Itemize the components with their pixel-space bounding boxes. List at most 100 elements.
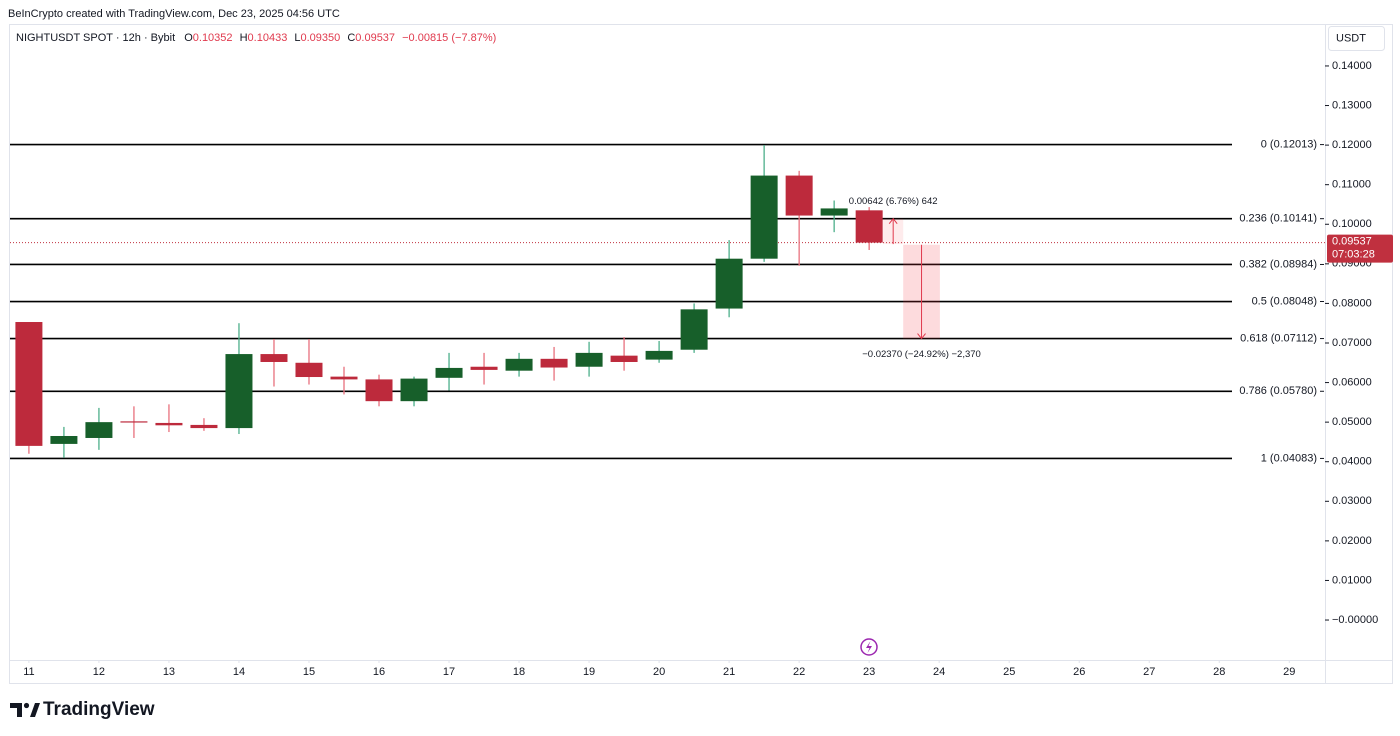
candle bbox=[225, 323, 253, 435]
y-tick-label: 0.12000 bbox=[1332, 139, 1372, 151]
candle-body bbox=[575, 352, 603, 367]
open-value: 0.10352 bbox=[193, 32, 233, 44]
candle bbox=[260, 339, 288, 387]
candle-body bbox=[610, 355, 638, 362]
candle bbox=[85, 407, 113, 450]
candle bbox=[120, 406, 148, 438]
x-tick-label: 25 bbox=[1003, 666, 1015, 678]
low-value: 0.09350 bbox=[301, 32, 341, 44]
measure-label: −0.02370 (−24.92%) −2,370 bbox=[862, 349, 981, 360]
x-tick-label: 22 bbox=[793, 666, 805, 678]
y-tick-label: 0.08000 bbox=[1332, 297, 1372, 309]
candle bbox=[505, 352, 533, 377]
x-tick-label: 13 bbox=[163, 666, 175, 678]
countdown: 07:03:28 bbox=[1332, 248, 1375, 260]
currency[interactable]: USDT bbox=[1336, 32, 1366, 44]
measure-arrowhead bbox=[888, 217, 898, 224]
candle bbox=[540, 346, 568, 381]
candle bbox=[680, 303, 708, 353]
open-label: O bbox=[184, 32, 193, 44]
candle-body bbox=[820, 208, 848, 216]
candle-body bbox=[750, 175, 778, 259]
candle bbox=[610, 337, 638, 371]
x-tick-label: 17 bbox=[443, 666, 455, 678]
candle-body bbox=[365, 379, 393, 402]
candle-body bbox=[190, 424, 218, 429]
currency-box[interactable] bbox=[1328, 26, 1385, 51]
candle bbox=[820, 200, 848, 233]
candle bbox=[15, 322, 43, 454]
brand-logo bbox=[10, 702, 40, 717]
brand-name: TradingView bbox=[43, 699, 155, 720]
y-tick-label: 0.13000 bbox=[1332, 99, 1372, 111]
candle-body bbox=[470, 366, 498, 370]
candle-body bbox=[505, 358, 533, 371]
symbol-line: NIGHTUSDT SPOT · 12h · Bybit O0.10352 H0… bbox=[16, 32, 496, 44]
change: −0.00815 (−7.87%) bbox=[402, 32, 496, 44]
fib-label: 0.786 (0.05780) bbox=[1239, 385, 1317, 397]
y-tick-label: 0.10000 bbox=[1332, 218, 1372, 230]
x-tick-label: 14 bbox=[233, 666, 245, 678]
candle-body bbox=[155, 422, 183, 426]
candle-body bbox=[400, 378, 428, 402]
x-tick-label: 12 bbox=[93, 666, 105, 678]
x-tick-label: 19 bbox=[583, 666, 595, 678]
credit: BeInCrypto created with TradingView.com,… bbox=[8, 8, 340, 20]
y-tick-label: 0.06000 bbox=[1332, 376, 1372, 388]
candle-body bbox=[85, 422, 113, 438]
fib-label: 0.236 (0.10141) bbox=[1239, 213, 1317, 225]
symbol: NIGHTUSDT SPOT · 12h · Bybit bbox=[16, 32, 175, 44]
candle-body bbox=[785, 175, 813, 216]
candle bbox=[645, 341, 673, 363]
candle bbox=[295, 339, 323, 385]
close-label: C bbox=[347, 32, 355, 44]
candle-body bbox=[540, 358, 568, 368]
candle bbox=[190, 418, 218, 431]
candle-body bbox=[15, 322, 43, 446]
lightning-icon[interactable] bbox=[860, 638, 878, 656]
x-tick-label: 18 bbox=[513, 666, 525, 678]
candle bbox=[575, 341, 603, 377]
y-tick-label: 0.03000 bbox=[1332, 495, 1372, 507]
candle bbox=[365, 374, 393, 407]
x-tick-label: 24 bbox=[933, 666, 945, 678]
candle-body bbox=[295, 362, 323, 378]
y-tick-label: −0.00000 bbox=[1332, 614, 1378, 626]
high-value: 0.10433 bbox=[248, 32, 288, 44]
candle-body bbox=[645, 350, 673, 360]
fib-label: 0.618 (0.07112) bbox=[1240, 332, 1317, 344]
fib-label: 0.5 (0.08048) bbox=[1252, 295, 1317, 307]
x-tick-label: 29 bbox=[1283, 666, 1295, 678]
x-tick-label: 27 bbox=[1143, 666, 1155, 678]
last-price-box bbox=[1327, 234, 1393, 263]
last-price-label: 0.09537 bbox=[1332, 235, 1372, 247]
x-tick-label: 23 bbox=[863, 666, 875, 678]
candle bbox=[715, 240, 743, 318]
candle-body bbox=[120, 421, 148, 423]
candle-body bbox=[855, 210, 883, 243]
candle-body bbox=[435, 367, 463, 378]
y-tick-label: 0.01000 bbox=[1332, 574, 1372, 586]
measure-label: 0.00642 (6.76%) 642 bbox=[849, 196, 938, 207]
candle-body bbox=[715, 258, 743, 309]
chart-frame bbox=[9, 24, 1393, 684]
candle bbox=[750, 145, 778, 262]
y-tick-label: 0.02000 bbox=[1332, 535, 1372, 547]
close-value: 0.09537 bbox=[355, 32, 395, 44]
candle bbox=[435, 352, 463, 391]
x-tick-label: 26 bbox=[1073, 666, 1085, 678]
measure-arrowhead bbox=[917, 333, 926, 340]
candle-body bbox=[330, 376, 358, 380]
high-label: H bbox=[240, 32, 248, 44]
candle-body bbox=[225, 354, 253, 429]
fib-label: 1 (0.04083) bbox=[1261, 452, 1317, 464]
candle bbox=[855, 207, 883, 250]
x-tick-label: 15 bbox=[303, 666, 315, 678]
low-label: L bbox=[294, 32, 300, 44]
candle bbox=[155, 404, 183, 433]
y-tick-label: 0.11000 bbox=[1332, 179, 1371, 191]
candle-body bbox=[680, 309, 708, 350]
candle-body bbox=[260, 354, 288, 362]
